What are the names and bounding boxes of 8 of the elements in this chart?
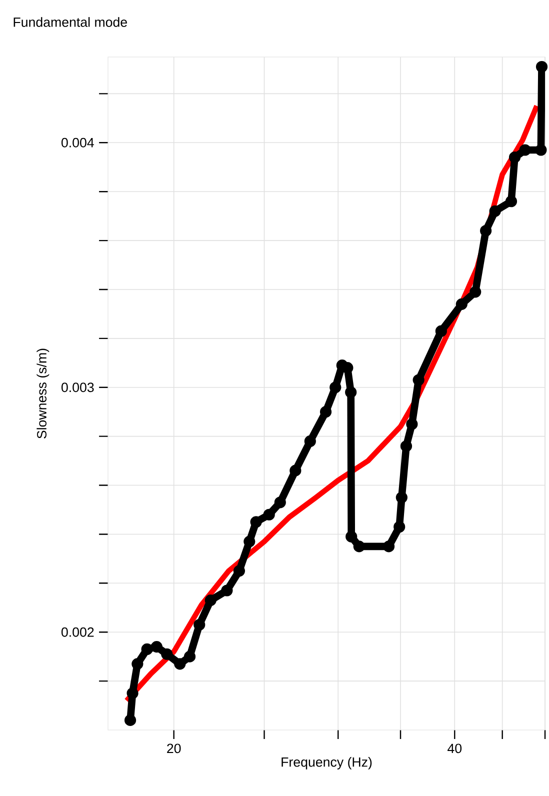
x-tick-label: 40 <box>447 744 462 754</box>
y-tick-label: 0.002 <box>61 627 94 637</box>
x-axis-title: Frequency (Hz) <box>281 756 372 770</box>
y-tick-label: 0.004 <box>61 138 94 148</box>
chart-title: Fundamental mode <box>14 17 127 27</box>
x-tick-label: 20 <box>166 744 181 754</box>
y-axis-title: Slowness (s/m) <box>36 348 49 438</box>
y-tick-label: 0.003 <box>61 382 94 392</box>
